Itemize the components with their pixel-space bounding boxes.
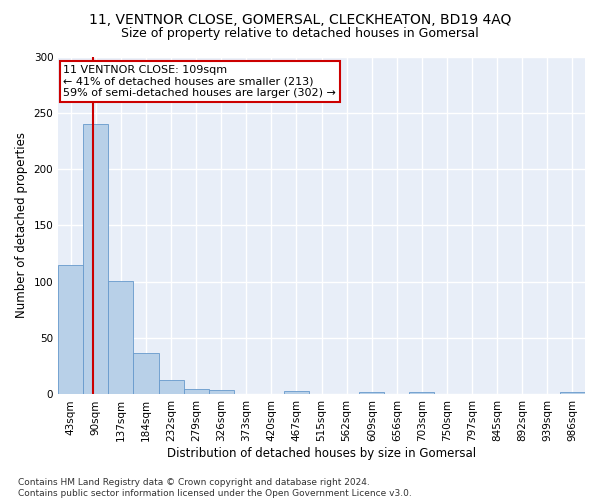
Bar	[359, 392, 385, 394]
X-axis label: Distribution of detached houses by size in Gomersal: Distribution of detached houses by size …	[167, 447, 476, 460]
Bar	[109, 280, 133, 394]
Bar	[158, 380, 184, 394]
Bar	[284, 391, 309, 394]
Bar	[184, 389, 209, 394]
Bar	[58, 265, 83, 394]
Bar	[83, 124, 109, 394]
Bar	[209, 390, 234, 394]
Text: 11, VENTNOR CLOSE, GOMERSAL, CLECKHEATON, BD19 4AQ: 11, VENTNOR CLOSE, GOMERSAL, CLECKHEATON…	[89, 12, 511, 26]
Y-axis label: Number of detached properties: Number of detached properties	[15, 132, 28, 318]
Bar	[409, 392, 434, 394]
Text: Contains HM Land Registry data © Crown copyright and database right 2024.
Contai: Contains HM Land Registry data © Crown c…	[18, 478, 412, 498]
Bar	[560, 392, 585, 394]
Bar	[133, 353, 158, 395]
Text: Size of property relative to detached houses in Gomersal: Size of property relative to detached ho…	[121, 28, 479, 40]
Text: 11 VENTNOR CLOSE: 109sqm
← 41% of detached houses are smaller (213)
59% of semi-: 11 VENTNOR CLOSE: 109sqm ← 41% of detach…	[64, 65, 337, 98]
